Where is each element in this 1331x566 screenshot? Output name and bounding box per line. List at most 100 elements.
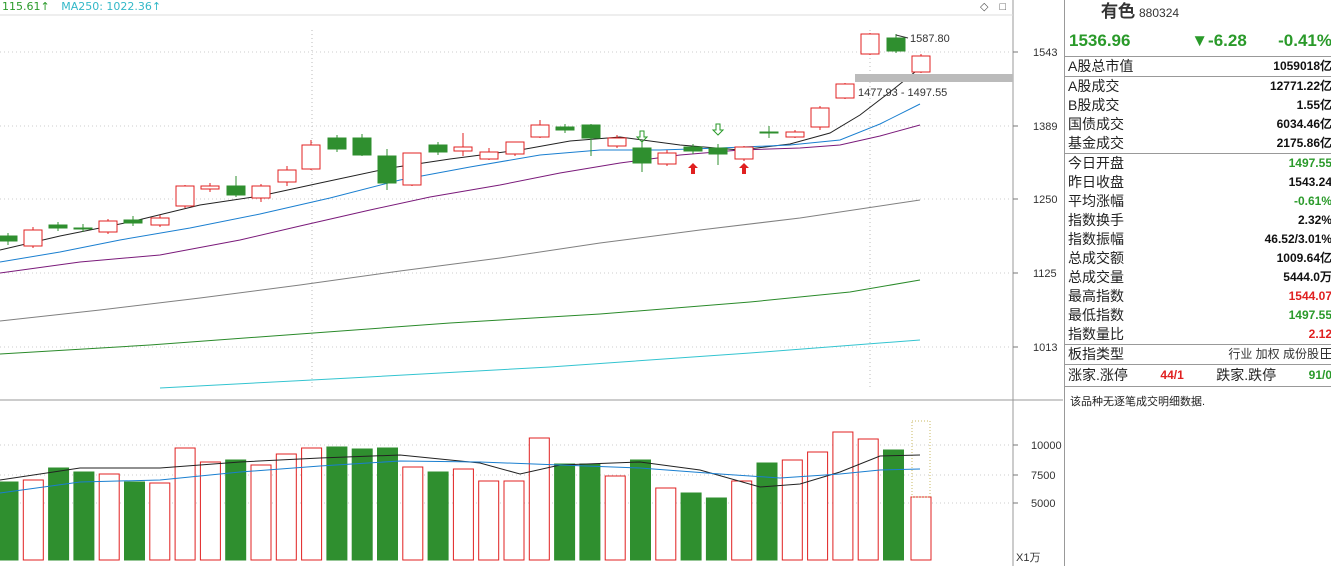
volume-bar-up [22, 479, 44, 561]
candle-up [911, 55, 931, 73]
chart-top-icons: ◇ □ [980, 0, 1006, 13]
volume-bar-down [0, 481, 19, 561]
stat-row: 总成交量 5444.0万 [1065, 268, 1331, 287]
grid-icon[interactable] [1321, 348, 1331, 359]
ma-line-long [0, 124, 921, 274]
tick-note: 该品种无逐笔成交明细数据. [1065, 386, 1331, 409]
kline-chart-svg[interactable]: 1543 1389 1250 1125 1013 10000 7500 5000 X1万 1587… [0, 0, 1063, 566]
index-type-row: 板指类型 行业 加权 成份股 [1065, 344, 1331, 364]
stat-row: 指数量比 2.12 [1065, 325, 1331, 344]
stat-row: 最低指数 1497.55 [1065, 306, 1331, 325]
stat-value: 2.32% [1297, 213, 1331, 227]
stat-row: 昨日收盘 1543.24 [1065, 173, 1331, 192]
stock-name: 有色 [1101, 2, 1135, 21]
sell-arrow-icon [711, 123, 725, 136]
candle-up [860, 33, 880, 55]
candle-up [835, 83, 855, 99]
stat-value: 2.12 [1308, 327, 1331, 341]
volume-bar-up [98, 473, 120, 561]
stat-label: 最高指数 [1068, 288, 1124, 304]
volume-bar-up [832, 431, 854, 561]
volume-bar-up [174, 447, 196, 561]
vol-ma-long [0, 460, 921, 494]
volume-bar-down [326, 446, 348, 561]
volume-current-outline [911, 420, 931, 498]
candle-down [377, 155, 397, 184]
volume-bar-up [503, 480, 525, 561]
volume-bar-up [781, 459, 803, 561]
stat-value: 12771.22亿 [1269, 79, 1331, 93]
stat-row: 指数振幅 46.52/3.01% [1065, 230, 1331, 249]
volume-bar-down [377, 447, 398, 561]
stat-row: A股总市值 1059018亿 [1065, 57, 1331, 76]
kline-chart-pane[interactable]: 1543 1389 1250 1125 1013 10000 7500 5000 X1万 1587… [0, 0, 1063, 566]
stat-value: 1544.07 [1288, 289, 1331, 303]
stat-label: 指数量比 [1068, 326, 1124, 342]
range-label: 1477.93 - 1497.55 [858, 87, 947, 99]
candle-down [683, 146, 703, 152]
volume-bar-up [301, 447, 323, 561]
stat-row: 总成交额 1009.64亿 [1065, 249, 1331, 268]
stat-value: 2175.86亿 [1276, 136, 1331, 150]
candle-down [352, 137, 372, 156]
up-count-label: 涨家.涨停 [1068, 367, 1128, 383]
buy-arrow-icon [739, 163, 749, 174]
volume-bar-down [883, 449, 904, 561]
high-label-pointer [895, 34, 909, 39]
stat-label: 基金成交 [1068, 135, 1124, 151]
stat-label: 指数振幅 [1068, 231, 1124, 247]
ma250-legend: MA250: 1022.36↑ [61, 0, 162, 13]
volume-bar-up [604, 475, 626, 561]
stat-value: 1009.64亿 [1276, 251, 1331, 265]
volume-bar-down [124, 481, 145, 561]
price-band-highlight [855, 74, 1013, 82]
stat-row: 国债成交 6034.46亿 [1065, 115, 1331, 134]
volume-bar-up [402, 466, 424, 561]
index-type-label: 板指类型 [1068, 346, 1124, 362]
volume-bar-down [705, 497, 727, 561]
candle-down [759, 131, 779, 134]
diamond-icon[interactable]: ◇ [980, 1, 989, 13]
candle-up [657, 152, 677, 165]
volume-bar-up [857, 438, 879, 561]
candle-up [200, 185, 220, 190]
candle-up [607, 137, 627, 147]
volume-bar-down [630, 459, 651, 561]
stat-label: 昨日收盘 [1068, 174, 1124, 190]
volume-bar-down [427, 471, 449, 561]
stat-value: 1497.55 [1288, 308, 1331, 322]
volume-bar-up [478, 480, 500, 561]
volume-bar-down [554, 463, 576, 561]
volume-bar-up [910, 496, 932, 561]
quote-sidebar: 有色 880324 1536.96 ▼-6.28 -0.41% A股总市值 1059… [1064, 0, 1331, 566]
index-type-value[interactable]: 行业 加权 成份股 [1228, 345, 1331, 364]
price-row: 1536.96 ▼-6.28 -0.41% [1065, 26, 1331, 56]
ma-line-250 [159, 339, 921, 389]
stat-row: 最高指数 1544.07 [1065, 287, 1331, 306]
ma-line-short [0, 67, 921, 251]
candle-down [327, 137, 347, 150]
vol-tick-label: 10000 [1031, 440, 1062, 452]
vol-tick-label: 7500 [1031, 470, 1055, 482]
stat-value: 1.55亿 [1296, 98, 1331, 112]
stat-value: 1497.55 [1288, 156, 1331, 170]
candle-up [505, 141, 525, 155]
stat-row: A股成交 12771.22亿 [1065, 77, 1331, 96]
stat-label: 国债成交 [1068, 116, 1124, 132]
price-tick-label: 1543 [1033, 47, 1057, 59]
stat-row: 指数换手 2.32% [1065, 211, 1331, 230]
candle-up [23, 229, 43, 247]
volume-bar-down [579, 463, 601, 561]
square-icon[interactable]: □ [999, 1, 1007, 13]
candle-up [810, 107, 830, 128]
updown-row: 涨家.涨停 44/1 跌家.跌停 91/0 [1065, 364, 1331, 386]
candle-up [402, 152, 422, 186]
price-change-pct: -0.41% [1278, 31, 1331, 50]
volume-bar-down [680, 492, 702, 561]
volume-bar-up [250, 464, 272, 561]
stat-row: 平均涨幅 -0.61% [1065, 192, 1331, 211]
candle-down [73, 227, 93, 230]
price-tick-label: 1125 [1033, 268, 1057, 280]
up-count-value: 44/1 [1160, 368, 1184, 382]
stock-code: 880324 [1139, 6, 1180, 20]
